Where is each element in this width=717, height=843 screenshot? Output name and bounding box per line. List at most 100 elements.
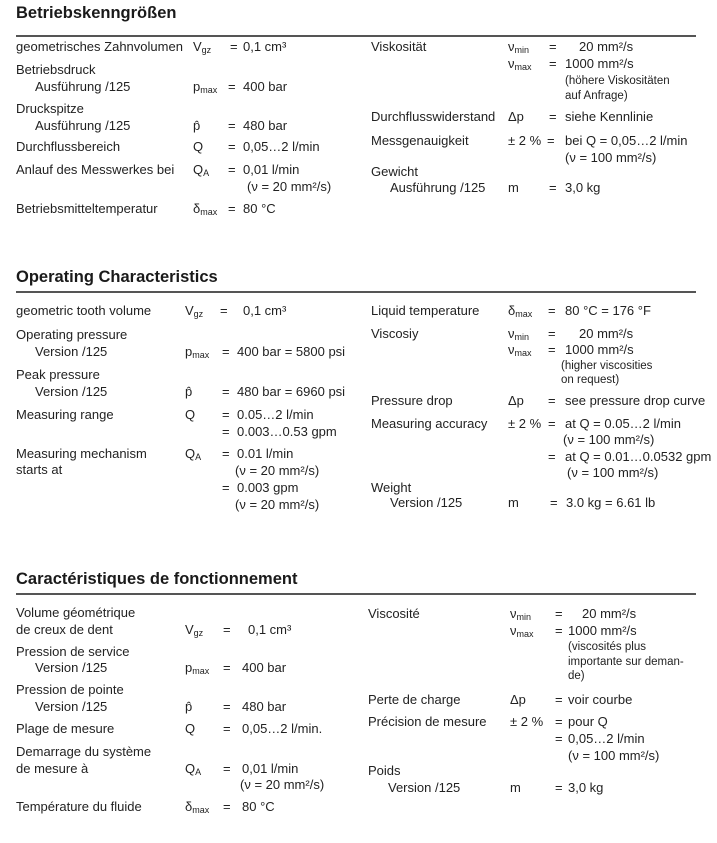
equals: =	[555, 623, 563, 638]
equals: =	[222, 384, 230, 399]
value: 20 mm²/s	[579, 326, 634, 341]
value-note: (ν = 100 mm²/s)	[568, 748, 660, 763]
label: Durchflusswiderstand	[371, 109, 496, 124]
equals: =	[228, 139, 236, 154]
value-note: (higher viscosities	[561, 360, 653, 372]
value: 400 bar	[242, 660, 287, 675]
equals: =	[550, 495, 558, 510]
symbol: pmax	[185, 660, 210, 676]
symbol: δmax	[185, 799, 210, 815]
equals: =	[548, 326, 556, 341]
section-title-de: Betriebskenngrößen	[16, 4, 177, 22]
equals: =	[548, 416, 556, 431]
equals: =	[228, 162, 236, 177]
symbol: QA	[193, 162, 210, 178]
label: Measuring mechanism	[16, 446, 147, 461]
value: 0,05…2 l/min.	[242, 721, 323, 736]
value-note: importante sur deman-	[568, 656, 684, 668]
label: geometric tooth volume	[16, 303, 152, 318]
section-title-en: Operating Characteristics	[16, 268, 218, 286]
value: 0,1 cm³	[243, 303, 287, 318]
value-note: de)	[568, 670, 585, 682]
equals: =	[220, 303, 228, 318]
equals: =	[549, 180, 557, 195]
value: 0,05…2 l/min	[243, 139, 320, 154]
value-note: (ν = 100 mm²/s)	[567, 465, 659, 480]
equals: =	[222, 480, 230, 495]
value: 480 bar	[243, 118, 288, 133]
symbol: δmax	[508, 303, 533, 319]
equals: =	[222, 344, 230, 359]
symbol: Δp	[510, 692, 526, 707]
value: 80 °C	[243, 201, 276, 216]
equals: =	[549, 56, 557, 71]
label: Ausführung /125	[35, 79, 131, 94]
equals: =	[223, 622, 231, 637]
label: Operating pressure	[16, 327, 128, 342]
label: de mesure à	[16, 761, 89, 776]
equals: =	[228, 118, 236, 133]
label: Druckspitze	[16, 101, 84, 116]
equals: =	[223, 699, 231, 714]
symbol: νmin	[508, 39, 530, 55]
value: at Q = 0.01…0.0532 gpm	[565, 449, 712, 464]
label: Durchflussbereich	[16, 139, 121, 154]
value-note: (ν = 100 mm²/s)	[565, 150, 657, 165]
label: Ausführung /125	[390, 180, 486, 195]
equals: =	[222, 407, 230, 422]
equals: =	[223, 721, 231, 736]
value-note: on request)	[561, 374, 620, 386]
symbol: m	[508, 495, 519, 510]
label: Version /125	[35, 344, 108, 359]
value: 3,0 kg	[568, 780, 604, 795]
symbol: QA	[185, 446, 202, 462]
value: voir courbe	[568, 692, 633, 707]
label: Plage de mesure	[16, 721, 115, 736]
value: 0,01 l/min	[242, 761, 299, 776]
symbol: m	[508, 180, 519, 195]
value: at Q = 0.05…2 l/min	[565, 416, 681, 431]
symbol: ± 2 %	[508, 133, 542, 148]
value: 0.01 l/min	[237, 446, 294, 461]
section-divider	[16, 35, 696, 37]
label: Poids	[368, 763, 401, 778]
label: Measuring accuracy	[371, 416, 488, 431]
value: 3,0 kg	[565, 180, 601, 195]
value: 0.003 gpm	[237, 480, 299, 495]
value-note: (höhere Viskositäten	[565, 75, 670, 87]
value: 1000 mm²/s	[565, 56, 634, 71]
label: de creux de dent	[16, 622, 113, 637]
section-divider	[16, 291, 696, 293]
symbol: QA	[185, 761, 202, 777]
label: Viscosiy	[371, 326, 419, 341]
label: geometrisches Zahnvolumen	[16, 39, 183, 54]
equals: =	[555, 692, 563, 707]
value: 3.0 kg = 6.61 lb	[566, 495, 656, 510]
label: Version /125	[388, 780, 461, 795]
value: 400 bar	[243, 79, 288, 94]
value: 0,01 l/min	[243, 162, 300, 177]
label: Gewicht	[371, 164, 418, 179]
section-title-fr: Caractéristiques de fonctionnement	[16, 570, 298, 588]
label: Perte de charge	[368, 692, 461, 707]
symbol: ± 2 %	[510, 714, 544, 729]
value: bei Q = 0,05…2 l/min	[565, 133, 688, 148]
label: Measuring range	[16, 407, 114, 422]
equals: =	[555, 606, 563, 621]
value: 1000 mm²/s	[565, 342, 634, 357]
label: Version /125	[35, 660, 108, 675]
label: Température du fluide	[16, 799, 142, 814]
symbol: νmax	[510, 623, 534, 639]
value: 480 bar = 6960 psi	[237, 384, 346, 399]
label: Anlauf des Messwerkes bei	[16, 162, 175, 177]
equals: =	[222, 446, 230, 461]
symbol: Vgz	[185, 622, 204, 638]
equals: =	[548, 393, 556, 408]
label: Ausführung /125	[35, 118, 131, 133]
label: Pression de service	[16, 644, 130, 659]
label: Pression de pointe	[16, 682, 124, 697]
value-note: (ν = 20 mm²/s)	[235, 463, 320, 478]
value: 0,1 cm³	[243, 39, 287, 54]
symbol: νmin	[510, 606, 532, 622]
